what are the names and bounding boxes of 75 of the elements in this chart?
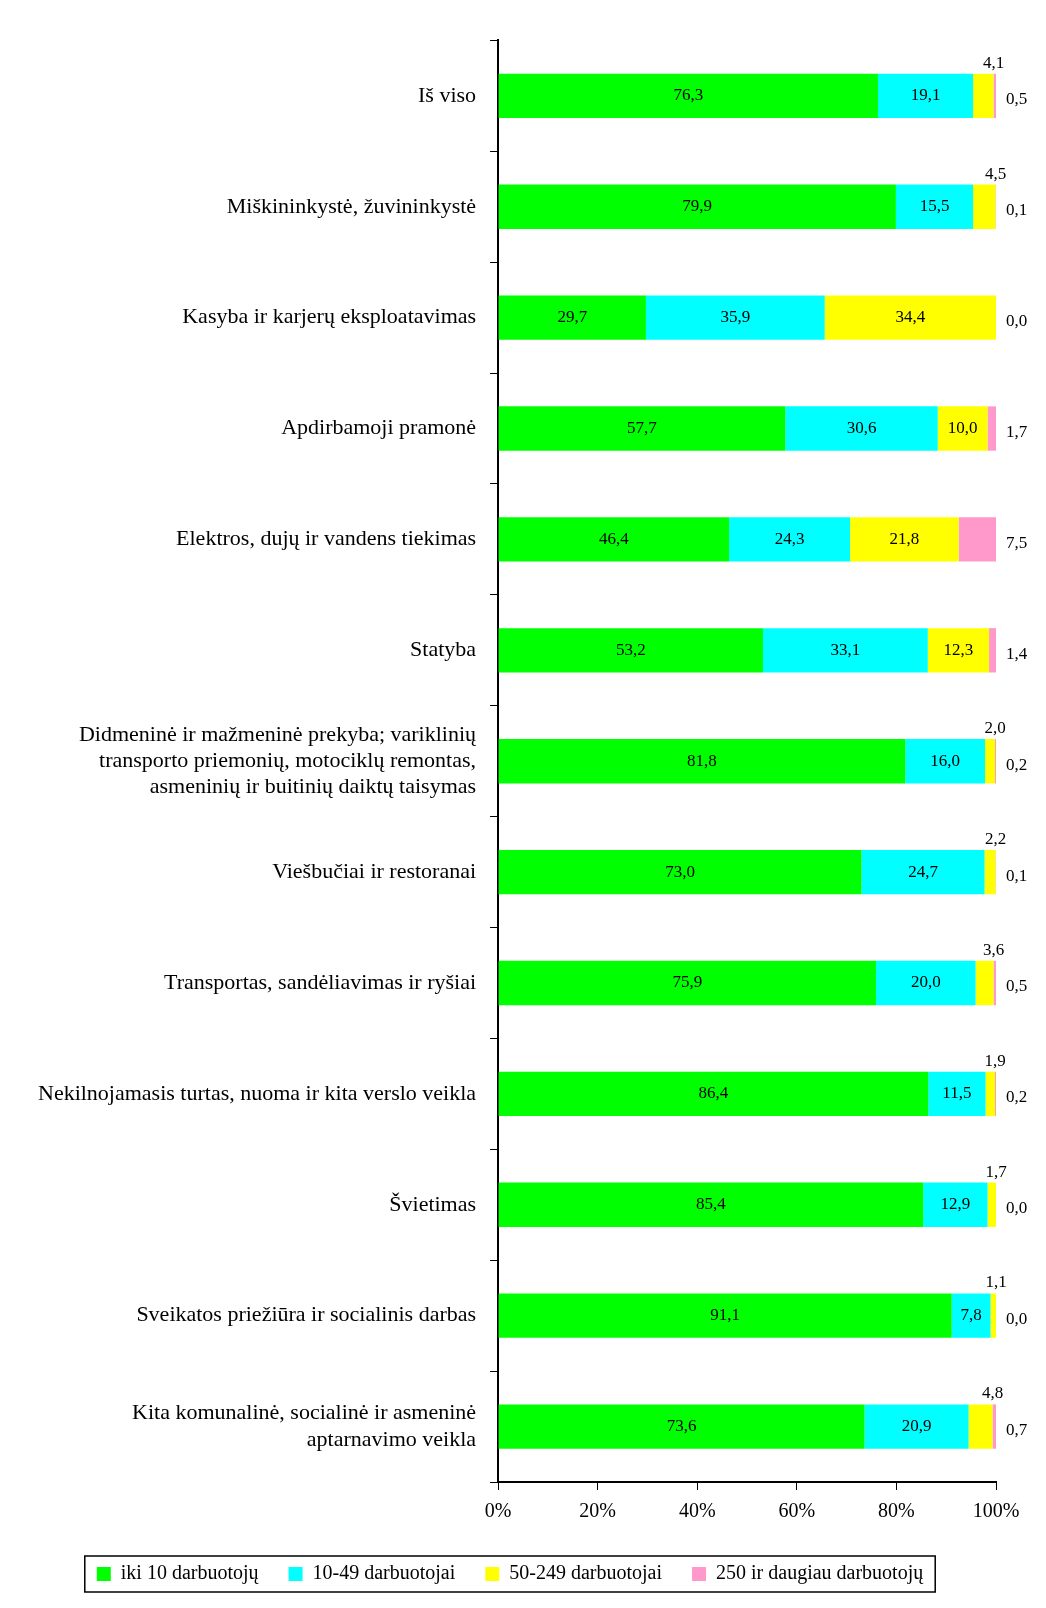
y-tick-label: Apdirbamoji pramonė: [281, 414, 477, 440]
data-label: 21,8: [889, 528, 920, 548]
y-tick-label: Švietimas: [389, 1190, 477, 1216]
data-label: 24,3: [774, 528, 805, 548]
data-label: 0,2: [1006, 754, 1028, 774]
data-label: 34,4: [895, 307, 926, 327]
data-label: 0,5: [1006, 976, 1028, 996]
x-tick-label: 0%: [484, 1499, 512, 1522]
data-label: 7,8: [960, 1305, 982, 1325]
data-label: 86,4: [698, 1083, 729, 1103]
data-label: 12,9: [940, 1194, 971, 1214]
data-label: 81,8: [687, 750, 717, 770]
y-tick-label: Kita komunalinė, socialinė ir asmeninė aptarnavimo veikla: [132, 1399, 477, 1451]
y-tick-label: Miškininkystė, žuvininkystė: [226, 192, 477, 218]
data-label: 29,7: [557, 307, 588, 327]
y-tick-label: Kasyba ir karjerų eksploatavimas: [182, 303, 477, 329]
data-label: 12,3: [943, 639, 974, 659]
data-label: 2,2: [984, 828, 1007, 848]
data-label: 16,0: [930, 750, 961, 770]
data-label: 10,0: [947, 417, 978, 437]
data-label: 73,6: [666, 1416, 697, 1436]
y-tick-label: Iš viso: [418, 81, 477, 107]
data-label: 1,1: [985, 1272, 1007, 1292]
legend-label: 250 ir daugiau darbuotojų: [716, 1561, 925, 1585]
y-tick-label: Statyba: [410, 636, 477, 662]
x-tick-label: 80%: [878, 1499, 915, 1522]
data-label: 1,7: [1006, 421, 1028, 441]
data-label: 91,1: [710, 1305, 740, 1325]
data-label: 1,4: [1006, 643, 1028, 663]
data-label: 1,9: [984, 1050, 1006, 1070]
data-label: 15,5: [919, 196, 950, 216]
data-label: 0,0: [1006, 311, 1028, 331]
data-label: 0,7: [1006, 1420, 1028, 1440]
data-label: 11,5: [942, 1083, 972, 1103]
data-label: 4,5: [984, 163, 1007, 183]
data-label: 4,1: [982, 52, 1005, 72]
legend-label: iki 10 darbuotojų: [120, 1561, 260, 1585]
data-label: 19,1: [910, 85, 941, 105]
legend-label: 10-49 darbuotojai: [312, 1561, 456, 1585]
data-label: 35,9: [720, 307, 751, 327]
x-tick-label: 20%: [579, 1499, 616, 1522]
data-label: 0,1: [1006, 200, 1028, 220]
data-label: 0,0: [1006, 1309, 1028, 1329]
y-tick-label: Didmeninė ir mažmeninė prekyba; variklinių transporto priemonių, motociklų remontas, asmeninių ir buitinių daiktų taisymas: [78, 720, 478, 799]
data-label: 4,8: [981, 1383, 1004, 1403]
data-label: 76,3: [673, 85, 704, 105]
data-label: 79,9: [682, 196, 713, 216]
data-label: 24,7: [908, 861, 939, 881]
legend-label: 50-249 darbuotojai: [509, 1561, 663, 1585]
data-label: 53,2: [615, 639, 646, 659]
y-tick-label: Viešbučiai ir restoranai: [272, 857, 477, 883]
y-tick-label: Transportas, sandėliavimas ir ryšiai: [164, 968, 477, 994]
data-label: 75,9: [672, 972, 703, 992]
data-label: 30,6: [846, 417, 877, 437]
data-label: 0,5: [1006, 89, 1028, 109]
x-tick-label: 100%: [972, 1499, 1020, 1522]
data-label: 1,7: [985, 1161, 1008, 1181]
data-label: 0,1: [1006, 865, 1028, 885]
data-label: 73,0: [665, 861, 695, 881]
y-tick-label: Elektros, dujų ir vandens tiekimas: [176, 525, 477, 551]
x-tick-label: 60%: [778, 1499, 816, 1522]
y-tick-label: Sveikatos priežiūra ir socialinis darbas: [136, 1301, 477, 1327]
data-label: 20,0: [910, 972, 941, 992]
data-label: 85,4: [696, 1194, 727, 1214]
data-label: 7,5: [1006, 532, 1028, 552]
data-label: 0,2: [1006, 1087, 1028, 1107]
data-label: 0,0: [1006, 1198, 1028, 1218]
data-label: 33,1: [830, 639, 861, 659]
x-tick-label: 40%: [678, 1499, 716, 1522]
data-label: 3,6: [982, 939, 1005, 959]
y-tick-label: Nekilnojamasis turtas, nuoma ir kita verslo veikla: [37, 1079, 477, 1105]
data-label: 20,9: [901, 1416, 932, 1436]
data-label: 2,0: [984, 717, 1006, 737]
data-label: 57,7: [627, 417, 658, 437]
data-label: 46,4: [598, 528, 630, 548]
